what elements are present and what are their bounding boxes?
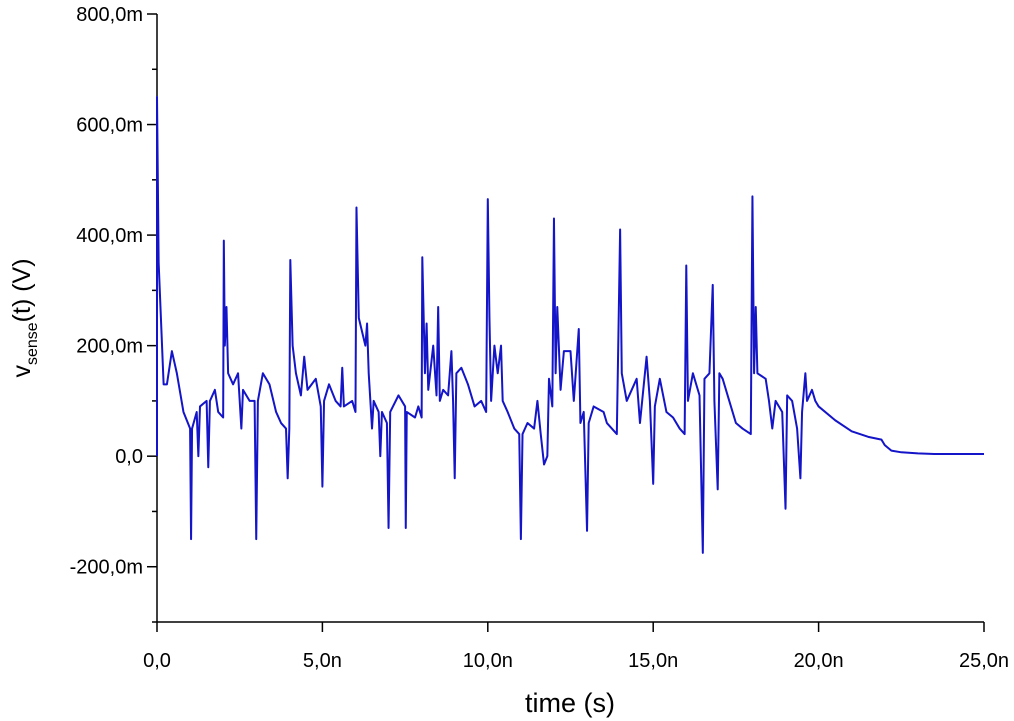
y-title-sub: sense bbox=[24, 322, 41, 365]
x-tick-label: 5,0n bbox=[303, 650, 342, 672]
x-tick-label: 20,0n bbox=[794, 650, 844, 672]
x-tick-label: 25,0n bbox=[959, 650, 1009, 672]
data-line bbox=[156, 95, 984, 554]
x-tick-label: 0,0 bbox=[143, 650, 171, 672]
y-tick-label: 600,0m bbox=[76, 115, 143, 137]
y-title-main: v bbox=[8, 365, 36, 378]
y-tick-label: 200,0m bbox=[76, 336, 143, 358]
x-axis-title: time (s) bbox=[525, 688, 615, 718]
y-tick-label: 400,0m bbox=[76, 225, 143, 247]
y-axis-title: vsense(t) (V) bbox=[8, 258, 41, 377]
y-tick-label: 800,0m bbox=[76, 4, 143, 26]
x-tick-label: 15,0n bbox=[628, 650, 678, 672]
y-tick-label: -200,0m bbox=[70, 557, 143, 579]
y-tick-label: 0,0 bbox=[115, 446, 143, 468]
y-title-rest: (t) (V) bbox=[8, 258, 36, 322]
x-tick-label: 10,0n bbox=[463, 650, 513, 672]
